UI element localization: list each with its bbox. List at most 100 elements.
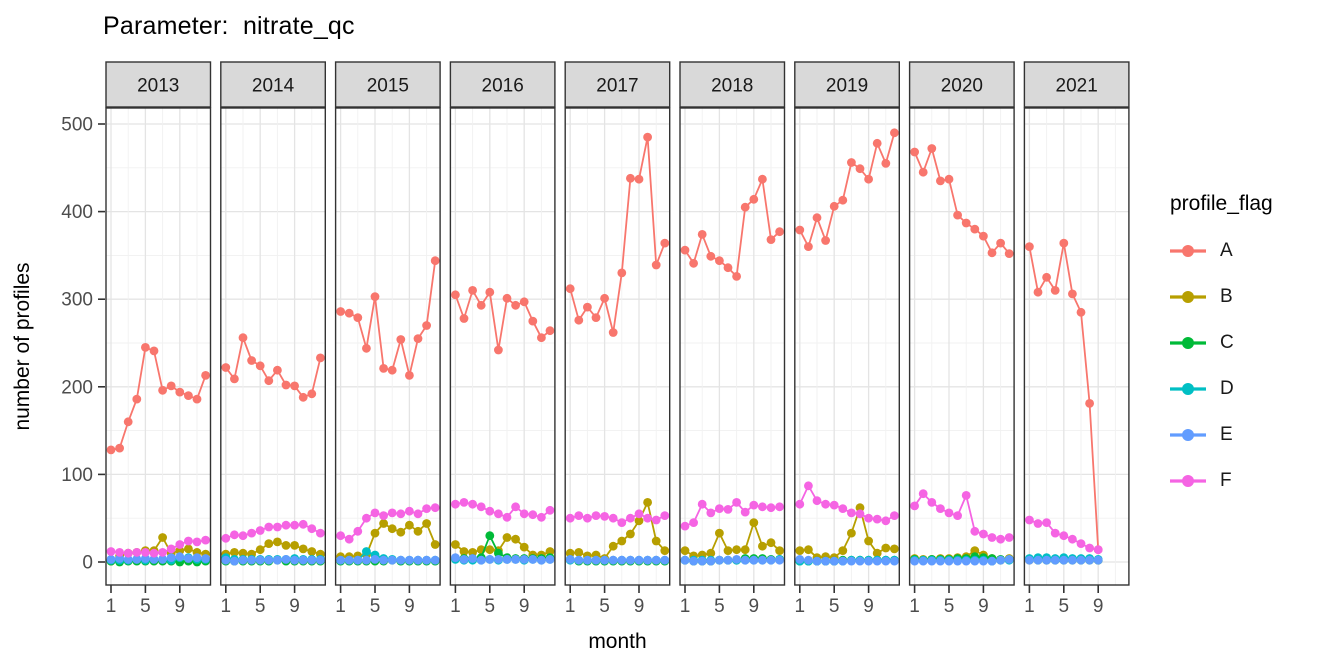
data-point-A-2020-m7 (961, 218, 971, 228)
legend-label-E: E (1220, 424, 1233, 445)
y-axis-tick-label: 400 (61, 202, 93, 223)
data-point-F-2013-m12 (201, 535, 211, 545)
data-point-F-2016-m3 (468, 499, 477, 509)
x-axis-tick-label: 9 (519, 596, 530, 617)
data-point-A-2013-m7 (158, 385, 168, 395)
data-point-A-2017-m2 (574, 315, 584, 325)
data-point-A-2016-m8 (511, 300, 520, 310)
data-point-B-2018-m9 (749, 518, 759, 527)
data-point-F-2019-m5 (829, 500, 839, 510)
x-axis-tick-label: 5 (944, 596, 955, 617)
legend-item-F: F (1168, 458, 1273, 504)
data-point-A-2018-m4 (706, 251, 716, 261)
facet-panel-2016 (450, 108, 555, 585)
data-point-E-2020-m4 (936, 556, 945, 566)
data-point-E-2017-m9 (634, 555, 644, 565)
data-point-B-2016-m2 (459, 547, 469, 556)
data-point-A-2013-m8 (166, 381, 176, 391)
data-point-F-2014-m12 (316, 528, 325, 538)
legend-label-D: D (1220, 378, 1234, 399)
data-point-B-2014-m9 (290, 541, 299, 550)
data-point-F-2020-m4 (936, 504, 945, 513)
data-point-E-2019-m7 (847, 556, 856, 566)
x-axis-tick-label: 1 (1024, 596, 1035, 617)
x-axis-tick-label: 1 (221, 596, 232, 617)
x-axis-tick-label: 9 (175, 596, 186, 617)
data-point-E-2019-m10 (872, 556, 882, 566)
data-point-A-2018-m2 (689, 258, 698, 268)
data-point-E-2015-m7 (387, 555, 397, 565)
data-point-F-2017-m4 (591, 511, 601, 520)
data-point-F-2014-m2 (230, 530, 239, 540)
data-point-E-2017-m5 (600, 555, 609, 565)
data-point-E-2017-m12 (660, 555, 670, 565)
data-point-F-2014-m7 (273, 522, 282, 532)
data-point-A-2016-m2 (459, 314, 469, 323)
data-point-A-2014-m8 (281, 380, 291, 390)
data-point-E-2021-m7 (1076, 555, 1086, 565)
data-point-E-2018-m1 (680, 555, 690, 565)
data-point-F-2014-m6 (264, 522, 274, 532)
data-point-E-2019-m5 (829, 556, 839, 566)
facet-panel-2018 (680, 108, 785, 585)
data-point-B-2016-m5 (485, 545, 495, 555)
data-point-A-2014-m4 (247, 356, 256, 365)
data-point-E-2015-m1 (336, 555, 345, 565)
data-point-F-2020-m2 (918, 489, 928, 499)
data-point-E-2015-m10 (413, 555, 423, 565)
data-point-F-2014-m3 (238, 531, 248, 541)
data-point-E-2016-m6 (494, 555, 503, 564)
data-point-E-2020-m1 (910, 556, 919, 566)
data-point-E-2016-m8 (511, 555, 520, 564)
data-point-B-2018-m7 (732, 545, 741, 555)
data-point-F-2018-m10 (758, 502, 767, 512)
data-point-B-2014-m8 (281, 541, 291, 550)
data-point-F-2013-m2 (115, 548, 124, 557)
data-point-A-2015-m5 (370, 292, 380, 301)
data-point-D-2015-m4 (362, 547, 371, 556)
data-point-E-2017-m6 (608, 555, 618, 565)
data-point-B-2015-m5 (370, 528, 380, 538)
data-point-E-2013-m6 (149, 555, 159, 564)
data-point-A-2013-m5 (141, 343, 150, 352)
data-point-A-2019-m2 (804, 242, 813, 252)
data-point-E-2016-m1 (451, 553, 460, 562)
data-point-A-2015-m9 (405, 371, 414, 380)
data-point-E-2016-m3 (468, 554, 477, 563)
data-point-E-2021-m4 (1050, 555, 1060, 565)
data-point-B-2014-m10 (298, 544, 308, 554)
x-axis-tick-label: 1 (335, 596, 346, 617)
data-point-B-2014-m7 (273, 537, 282, 547)
data-point-A-2014-m3 (238, 333, 248, 343)
data-point-E-2015-m12 (430, 555, 440, 565)
data-point-C-2016-m5 (485, 531, 495, 541)
data-point-E-2021-m8 (1085, 555, 1094, 565)
data-point-B-2017-m2 (574, 548, 584, 557)
y-axis-tick-label: 100 (61, 465, 93, 486)
panel-border-2014 (220, 107, 327, 586)
facet-panel-2021 (1024, 108, 1129, 585)
data-point-E-2013-m7 (158, 555, 168, 564)
data-point-F-2018-m5 (715, 504, 724, 513)
data-point-F-2016-m12 (545, 505, 555, 515)
panel-border-2019 (794, 107, 900, 586)
data-point-A-2016-m11 (537, 333, 546, 343)
data-point-E-2020-m11 (996, 555, 1005, 565)
data-point-F-2020-m9 (979, 529, 988, 539)
data-point-E-2021-m2 (1033, 555, 1043, 565)
data-point-F-2021-m2 (1033, 519, 1043, 528)
panel-border-2017 (564, 107, 671, 586)
data-point-B-2019-m1 (795, 546, 805, 555)
facet-strip-2018 (679, 61, 786, 108)
data-point-E-2015-m9 (405, 555, 414, 565)
data-point-F-2016-m4 (476, 502, 486, 512)
data-point-A-2014-m5 (255, 361, 265, 371)
chart-title: Parameter: nitrate_qc (103, 12, 355, 40)
facet-panel-2015 (335, 108, 441, 585)
data-point-B-2017-m8 (626, 529, 635, 539)
data-point-B-2014-m11 (307, 547, 317, 556)
data-point-F-2018-m3 (697, 499, 707, 509)
data-point-F-2016-m7 (502, 512, 512, 522)
data-point-F-2019-m6 (838, 504, 848, 513)
data-point-A-2019-m3 (812, 213, 822, 223)
